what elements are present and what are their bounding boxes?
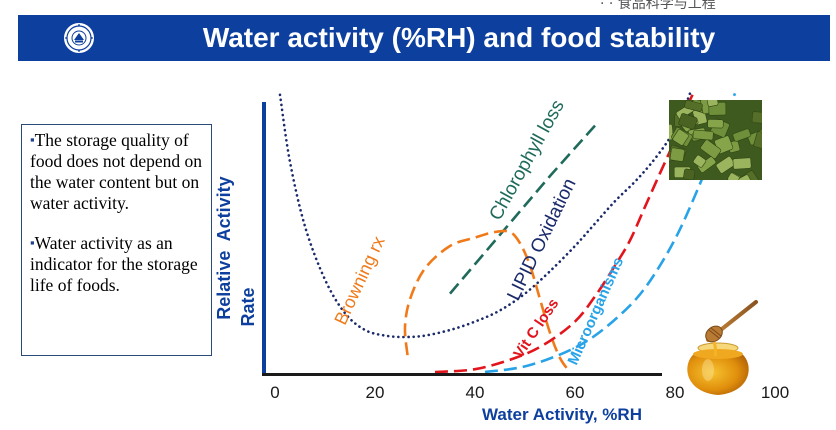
- x-axis-label: Water Activity, %RH: [482, 405, 642, 424]
- series-label-browning: Browning rx: [330, 233, 388, 328]
- y-axis-label-line-1: Relative Activity: [214, 176, 234, 319]
- bullet-icon: ▪: [30, 132, 35, 147]
- title-bar: Water activity (%RH) and food stability: [18, 15, 830, 61]
- explanation-paragraph-1: ▪The storage quality of food does not de…: [30, 129, 205, 214]
- series-line-browning: [403, 229, 572, 373]
- x-tick-label: 20: [366, 383, 385, 402]
- top-header-fragment: · · 食品科学与工程: [600, 0, 716, 10]
- series-label-vitc: Vit C loss: [510, 296, 562, 362]
- y-axis-line: [262, 102, 266, 374]
- university-seal-icon: [63, 22, 95, 54]
- series-line-chlorophyll: [449, 124, 596, 295]
- honey-jar-with-dipper-image: [687, 300, 758, 395]
- series-line-lipid: [278, 92, 692, 339]
- y-axis-label-line-2: Rate: [238, 287, 258, 326]
- x-tick-label: 80: [666, 383, 685, 402]
- explanation-paragraph-2: ▪Water activity as an indicator for the …: [30, 232, 205, 296]
- paragraph-text: Water activity as an indicator for the s…: [30, 233, 198, 295]
- x-tick-labels: 0 20 40 60 80 100: [270, 383, 789, 402]
- x-tick-label: 60: [566, 383, 585, 402]
- x-axis-line: [262, 373, 662, 376]
- bullet-icon: ▪: [30, 235, 35, 250]
- series-label-microorganisms: Microorganisms: [565, 255, 628, 368]
- x-tick-label: 0: [270, 383, 279, 402]
- explanation-text-box: ▪The storage quality of food does not de…: [21, 124, 212, 356]
- paragraph-text: The storage quality of food does not dep…: [30, 130, 203, 213]
- series-line-vitc: [434, 94, 694, 374]
- curves-layer: [278, 92, 737, 374]
- x-tick-label: 40: [466, 383, 485, 402]
- dried-greens-photo: [669, 100, 762, 180]
- series-line-microorganisms: [484, 92, 737, 374]
- page-title: Water activity (%RH) and food stability: [202, 22, 716, 53]
- x-tick-label: 100: [761, 383, 789, 402]
